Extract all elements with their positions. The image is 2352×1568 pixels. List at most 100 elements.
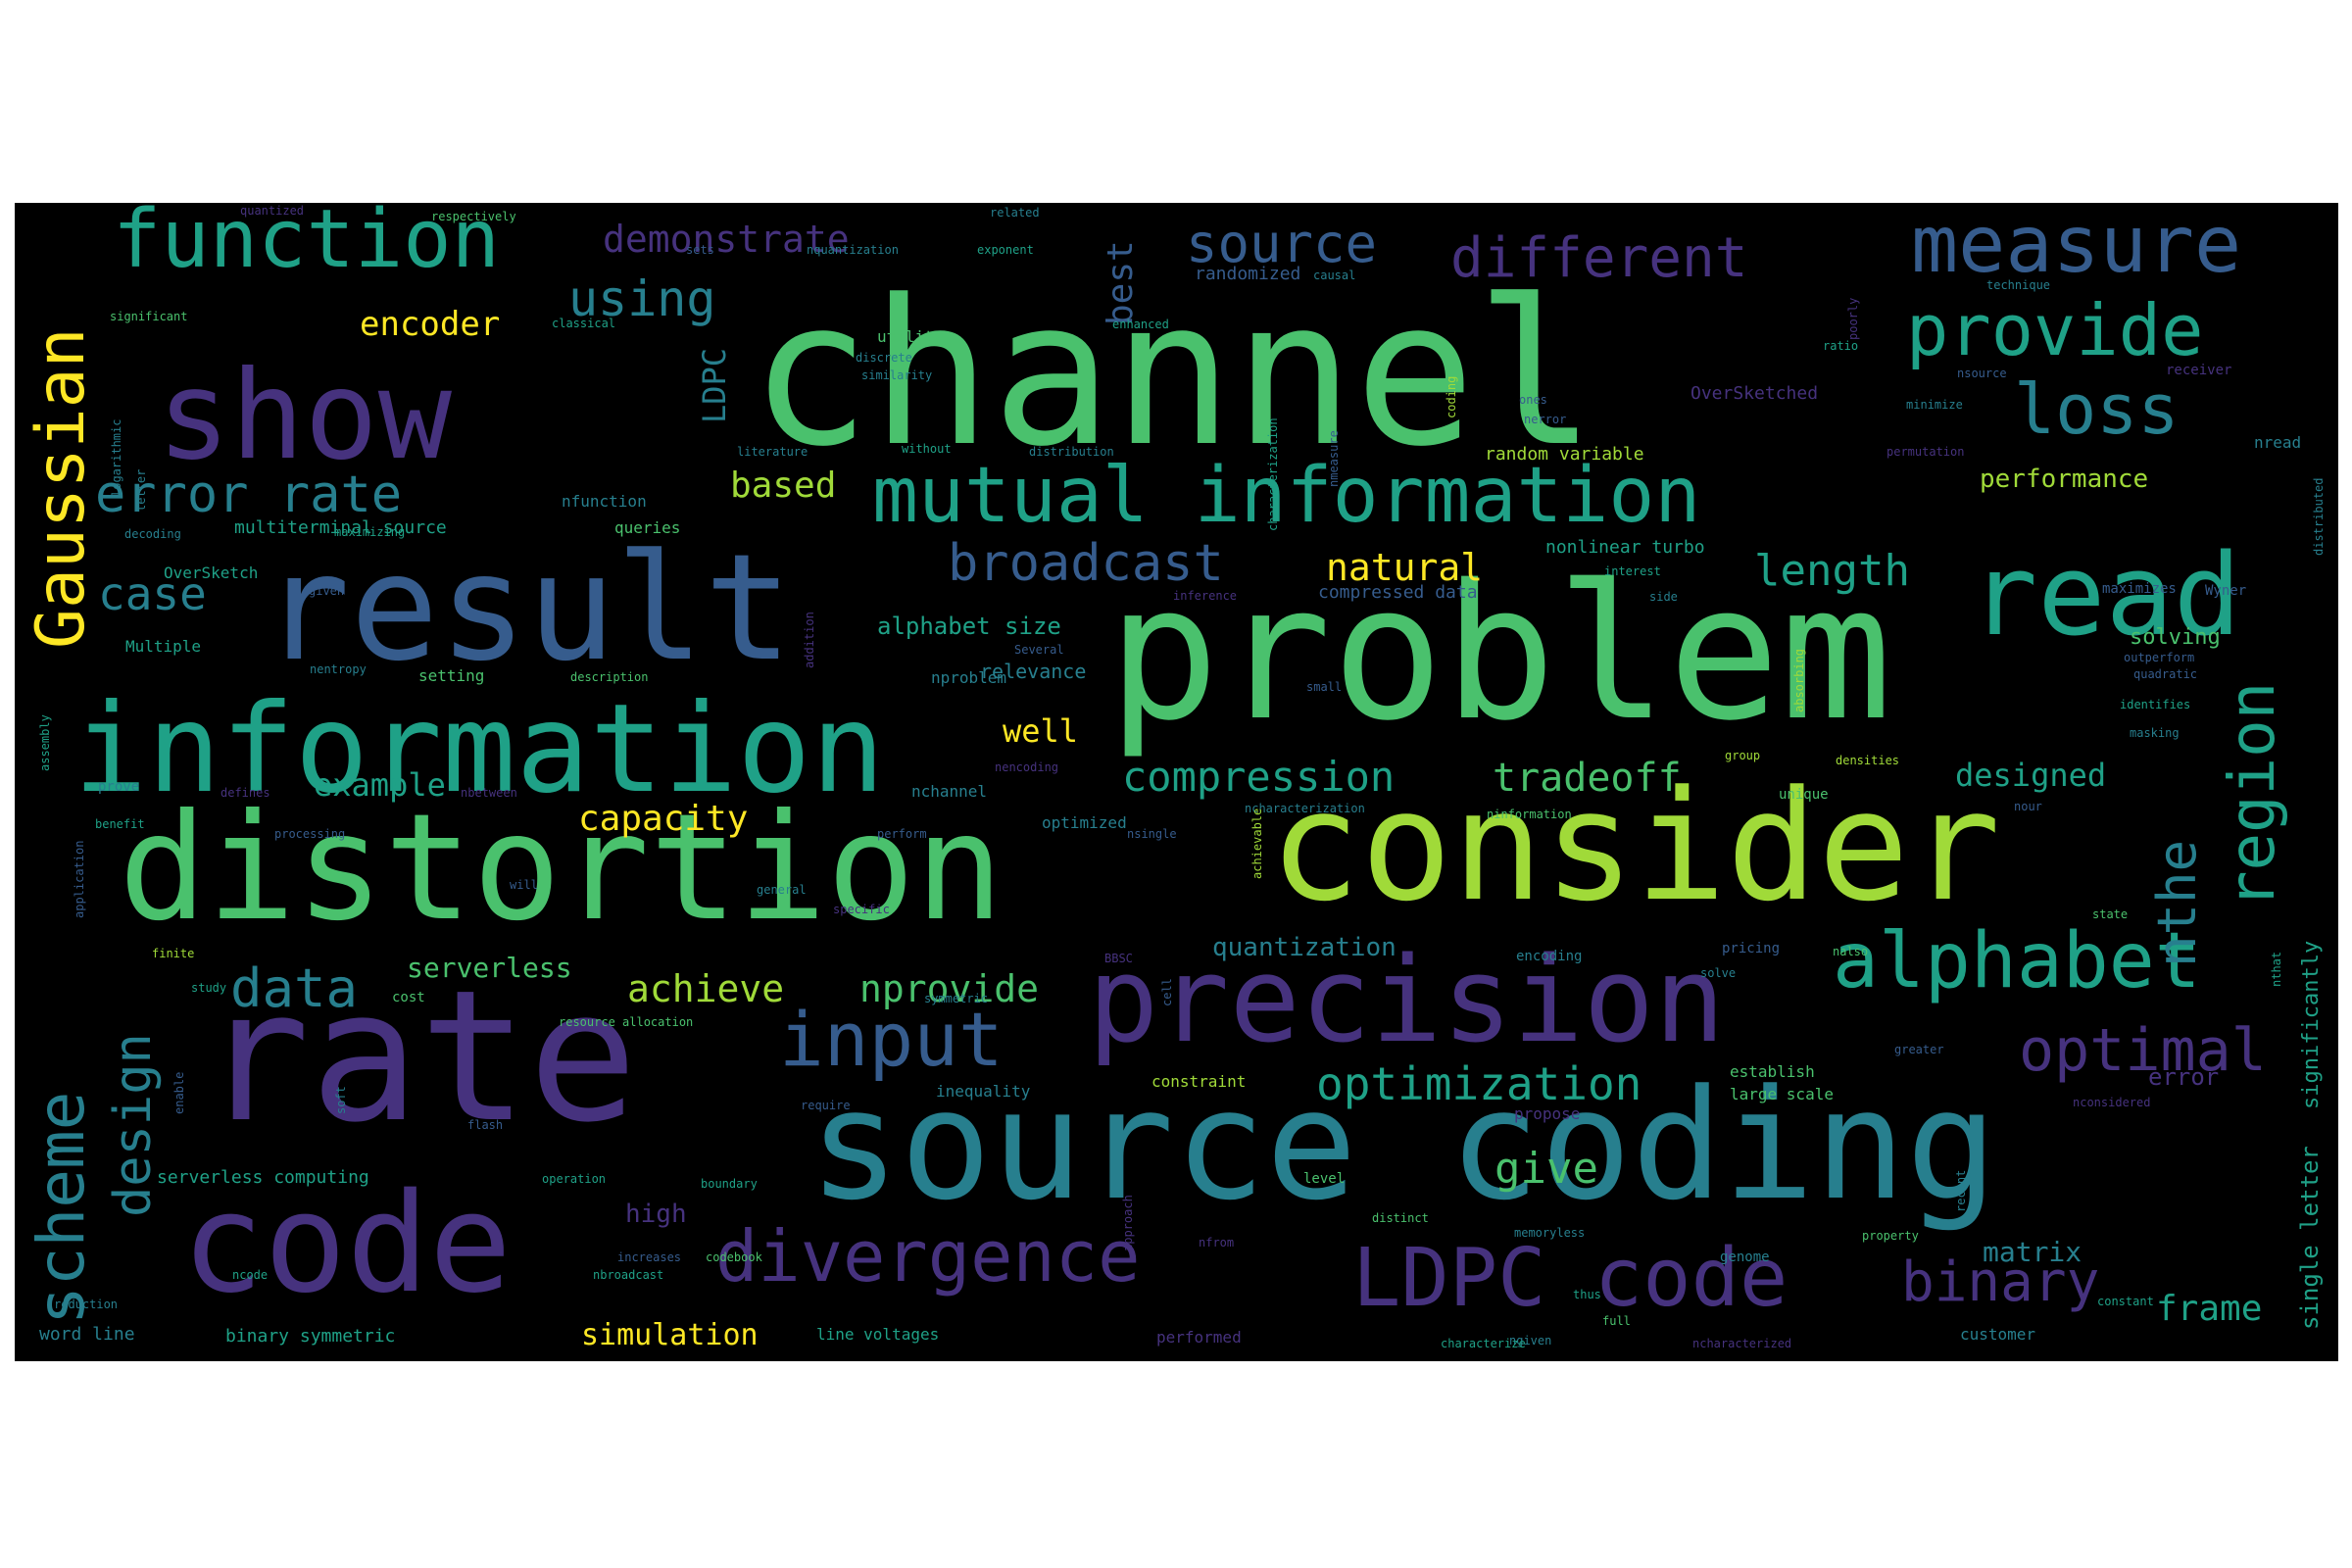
cloud-word: encoder: [360, 305, 500, 344]
cloud-word: error: [2148, 1063, 2219, 1091]
cloud-word: nfrom: [1199, 1236, 1234, 1250]
cloud-word: BBSC: [1104, 952, 1133, 965]
cloud-word: related: [990, 206, 1040, 220]
cloud-word: divergence: [715, 1215, 1140, 1298]
cloud-word: function: [113, 203, 500, 286]
cloud-word: Gaussian: [23, 327, 100, 649]
cloud-word: randomized: [1195, 264, 1300, 284]
cloud-word: establish: [1730, 1062, 1815, 1081]
cloud-word: receiver: [2166, 363, 2231, 378]
cloud-word: high: [625, 1200, 687, 1229]
cloud-word: study: [191, 981, 226, 995]
cloud-word: nprovide: [859, 967, 1039, 1010]
cloud-word: nour: [2014, 800, 2042, 813]
cloud-word: unique: [1779, 787, 1829, 803]
cloud-word: discrete: [856, 351, 912, 365]
cloud-word: binary: [1901, 1250, 2099, 1314]
cloud-word: OverSketched: [1690, 383, 1818, 404]
cloud-word: solve: [1700, 966, 1736, 980]
cloud-word: permutation: [1886, 445, 1964, 459]
cloud-word: literature: [737, 445, 808, 459]
cloud-word: nconsidered: [2073, 1096, 2150, 1109]
cloud-word: setting: [418, 666, 484, 685]
cloud-word: nonlinear turbo: [1545, 537, 1705, 558]
cloud-word: pricing: [1722, 941, 1780, 956]
cloud-word: specific: [833, 903, 890, 916]
cloud-word: ncharacterization: [1245, 802, 1365, 815]
cloud-word: finite: [152, 947, 194, 960]
cloud-word: consider: [1269, 758, 2001, 935]
word-cloud: channel problem rate result distortion source…: [15, 203, 2338, 1361]
cloud-word: solving: [2130, 625, 2221, 650]
cloud-word: property: [1862, 1229, 1919, 1243]
cloud-word: nmeasure: [1327, 430, 1341, 487]
cloud-word: small: [1306, 680, 1342, 694]
cloud-word: performance: [1980, 465, 2148, 494]
cloud-word: maximizing: [334, 525, 405, 539]
cloud-word: mutual information: [872, 452, 1700, 540]
cloud-word: nquantization: [807, 243, 899, 257]
cloud-word: sets: [686, 243, 714, 257]
cloud-word: compression: [1122, 753, 1395, 801]
cloud-word: minimize: [1906, 398, 1963, 412]
cloud-word: causal: [1313, 269, 1355, 282]
cloud-word: channel: [750, 258, 1596, 491]
cloud-word: loss: [2014, 369, 2180, 450]
cloud-word: based: [730, 466, 836, 506]
cloud-word: similarity: [861, 368, 932, 382]
cloud-word: achieve: [627, 967, 784, 1010]
cloud-word: alphabet size: [877, 612, 1061, 640]
cloud-word: densities: [1836, 754, 1899, 767]
cloud-word: enable: [172, 1072, 186, 1114]
cloud-word: assembly: [38, 714, 52, 771]
cloud-word: capacity: [578, 799, 748, 839]
cloud-word: increases: [617, 1250, 681, 1264]
cloud-word: give: [1494, 1144, 1598, 1194]
cloud-word: provide: [1906, 289, 2203, 371]
cloud-word: demonstrate: [603, 218, 850, 261]
cloud-word: operation: [542, 1172, 606, 1186]
cloud-word: optimal: [2019, 1016, 2267, 1085]
cloud-word: error rate: [95, 466, 402, 524]
cloud-word: nbroadcast: [593, 1268, 663, 1282]
cloud-word: data: [230, 957, 358, 1019]
cloud-word: coding: [1445, 376, 1458, 418]
cloud-word: description: [570, 670, 648, 684]
cloud-word: recent: [1954, 1170, 1968, 1212]
cloud-word: distinct: [1372, 1211, 1429, 1225]
cloud-word: large scale: [1730, 1085, 1834, 1103]
cloud-word: queries: [614, 518, 680, 537]
cloud-word: side: [1649, 590, 1678, 604]
cloud-word: encoding: [1516, 949, 1582, 964]
cloud-word: perform: [877, 827, 927, 841]
cloud-word: precision: [1088, 933, 1725, 1069]
cloud-word: memoryless: [1514, 1226, 1585, 1240]
word-cloud-canvas: channel problem rate result distortion source…: [23, 203, 2326, 1352]
cloud-word: well: [1003, 712, 1078, 750]
cloud-word: OverSketch: [164, 564, 258, 582]
cloud-word: interest: [1604, 564, 1661, 578]
cloud-word: absorbing: [1792, 649, 1806, 712]
cloud-word: region: [2217, 682, 2289, 908]
cloud-word: significantly: [2299, 941, 2324, 1109]
cloud-word: achievable: [1250, 808, 1264, 879]
cloud-word: LDPC code: [1352, 1232, 1788, 1325]
cloud-word: source: [1186, 213, 1377, 274]
cloud-word: nchannel: [911, 782, 987, 801]
cloud-word: line voltages: [816, 1325, 939, 1344]
cloud-word: propose: [1514, 1104, 1580, 1123]
cloud-word: enhanced: [1112, 318, 1169, 331]
cloud-word: prove: [98, 779, 139, 795]
cloud-word: symmetric: [924, 992, 988, 1005]
cloud-word: compressed data: [1318, 582, 1478, 603]
cloud-word: measure: [1911, 203, 2241, 290]
cloud-word: benefit: [95, 817, 145, 831]
cloud-word: distortion: [119, 783, 1004, 954]
cloud-word: identifies: [2120, 698, 2190, 711]
cloud-word: constraint: [1152, 1072, 1246, 1091]
cloud-word: simulation: [581, 1318, 759, 1352]
cloud-word: nentropy: [310, 662, 367, 676]
cloud-word: Wyner: [2205, 583, 2246, 599]
cloud-word: result: [262, 523, 793, 694]
cloud-word: broadcast: [948, 534, 1224, 593]
